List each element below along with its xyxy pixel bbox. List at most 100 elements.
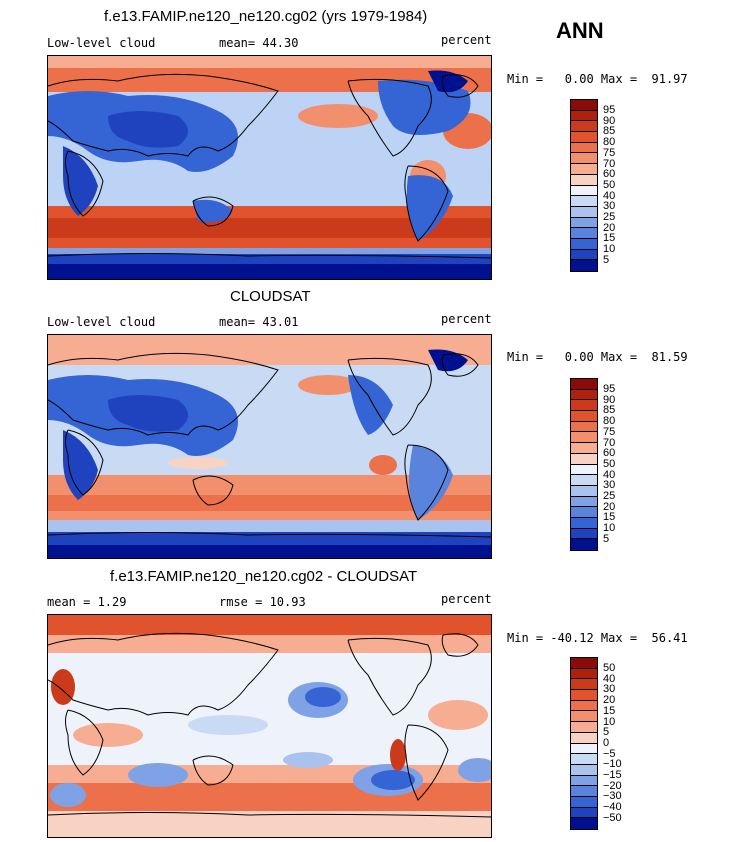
colorbar-swatch — [571, 668, 597, 680]
colorbar-tick: 70 — [603, 157, 616, 170]
panel1-variable-label: Low-level cloud — [47, 36, 156, 50]
colorbar-tick: −40 — [603, 801, 622, 814]
colorbar-tick: 95 — [603, 104, 616, 116]
panel2-mean-label: mean= 43.01 — [219, 315, 299, 329]
colorbar-swatch — [571, 786, 597, 797]
colorbar-swatch — [571, 100, 597, 111]
colorbar-tick: 5 — [603, 532, 610, 545]
colorbar-swatch — [571, 249, 597, 261]
colorbar-swatch — [571, 711, 597, 723]
colorbar-tick: 40 — [603, 468, 616, 481]
colorbar-swatch — [571, 485, 597, 497]
panel3-minmax: Min = -40.12 Max = 56.41 — [507, 631, 688, 645]
colorbar-tick: 95 — [603, 383, 616, 395]
colorbar-tick: 40 — [603, 672, 616, 685]
panel3-rmse-label: rmse = 10.93 — [219, 595, 306, 609]
colorbar-tick: 30 — [603, 479, 616, 492]
panel3-units-label: percent — [441, 592, 492, 606]
colorbar-tick: −5 — [603, 747, 616, 760]
panel1-title: f.e13.FAMIP.ne120_ne120.cg02 (yrs 1979-1… — [104, 8, 428, 25]
colorbar-swatch — [571, 690, 597, 701]
colorbar-tick: 60 — [603, 168, 616, 181]
colorbar-swatch — [571, 217, 597, 229]
panel3-colorbar — [570, 657, 598, 830]
colorbar-tick: 90 — [603, 393, 616, 406]
colorbar-swatch — [571, 185, 597, 197]
colorbar-tick: −50 — [603, 811, 622, 824]
colorbar-tick: 20 — [603, 500, 616, 513]
colorbar-tick: 15 — [603, 704, 616, 717]
colorbar-tick: 75 — [603, 146, 616, 159]
colorbar-swatch — [571, 196, 597, 207]
colorbar-swatch — [571, 743, 597, 755]
colorbar-tick: 15 — [603, 232, 616, 245]
panel3-mean-label: mean = 1.29 — [47, 595, 127, 609]
colorbar-swatch — [571, 228, 597, 239]
colorbar-tick: 50 — [603, 178, 616, 191]
colorbar-swatch — [571, 507, 597, 518]
colorbar-swatch — [571, 775, 597, 787]
panel1-mean-label: mean= 44.30 — [219, 36, 299, 50]
panel1-map — [47, 55, 492, 280]
panel1-colorbar — [570, 99, 598, 272]
colorbar-tick: 85 — [603, 125, 616, 138]
colorbar-swatch — [571, 732, 597, 744]
colorbar-tick: −20 — [603, 779, 622, 792]
panel2-variable-label: Low-level cloud — [47, 315, 156, 329]
colorbar-swatch — [571, 110, 597, 122]
colorbar-swatch — [571, 400, 597, 412]
colorbar-tick: 75 — [603, 425, 616, 438]
panel3-title: f.e13.FAMIP.ne120_ne120.cg02 - CLOUDSAT — [110, 568, 418, 585]
colorbar-swatch — [571, 807, 597, 819]
colorbar-tick: 15 — [603, 511, 616, 524]
colorbar-swatch — [571, 153, 597, 165]
colorbar-tick: −15 — [603, 769, 622, 781]
colorbar-swatch — [571, 379, 597, 390]
colorbar-swatch — [571, 464, 597, 476]
panel2-title: CLOUDSAT — [230, 288, 311, 305]
season-label: ANN — [556, 18, 604, 43]
colorbar-swatch — [571, 121, 597, 133]
colorbar-tick: 10 — [603, 715, 616, 728]
colorbar-swatch — [571, 796, 597, 808]
colorbar-tick: 80 — [603, 415, 616, 428]
colorbar-tick: 85 — [603, 404, 616, 417]
colorbar-swatch — [571, 238, 597, 250]
colorbar-tick: 80 — [603, 136, 616, 149]
colorbar-tick: 60 — [603, 447, 616, 460]
colorbar-swatch — [571, 496, 597, 508]
panel1-minmax: Min = 0.00 Max = 91.97 — [507, 72, 688, 86]
colorbar-swatch — [571, 432, 597, 444]
colorbar-swatch — [571, 722, 597, 733]
colorbar-swatch — [571, 260, 597, 271]
colorbar-swatch — [571, 754, 597, 765]
colorbar-swatch — [571, 389, 597, 401]
colorbar-swatch — [571, 764, 597, 776]
colorbar-tick: −30 — [603, 790, 622, 803]
colorbar-tick: 40 — [603, 189, 616, 202]
colorbar-swatch — [571, 700, 597, 712]
colorbar-tick: 30 — [603, 683, 616, 696]
panel2-map — [47, 334, 492, 559]
colorbar-tick: 25 — [603, 490, 616, 502]
colorbar-swatch — [571, 206, 597, 218]
panel2-minmax: Min = 0.00 Max = 81.59 — [507, 350, 688, 364]
colorbar-swatch — [571, 164, 597, 175]
colorbar-swatch — [571, 658, 597, 669]
colorbar-swatch — [571, 528, 597, 540]
colorbar-swatch — [571, 443, 597, 454]
colorbar-tick: 5 — [603, 253, 610, 266]
colorbar-swatch — [571, 818, 597, 829]
colorbar-swatch — [571, 475, 597, 486]
colorbar-tick: 20 — [603, 694, 616, 707]
colorbar-tick: 5 — [603, 726, 610, 739]
colorbar-swatch — [571, 679, 597, 691]
colorbar-swatch — [571, 411, 597, 422]
colorbar-swatch — [571, 517, 597, 529]
panel3-map — [47, 614, 492, 838]
colorbar-tick: 10 — [603, 522, 616, 535]
colorbar-swatch — [571, 142, 597, 154]
panel2-colorbar — [570, 378, 598, 551]
panel2-units-label: percent — [441, 312, 492, 326]
colorbar-tick: 90 — [603, 114, 616, 127]
